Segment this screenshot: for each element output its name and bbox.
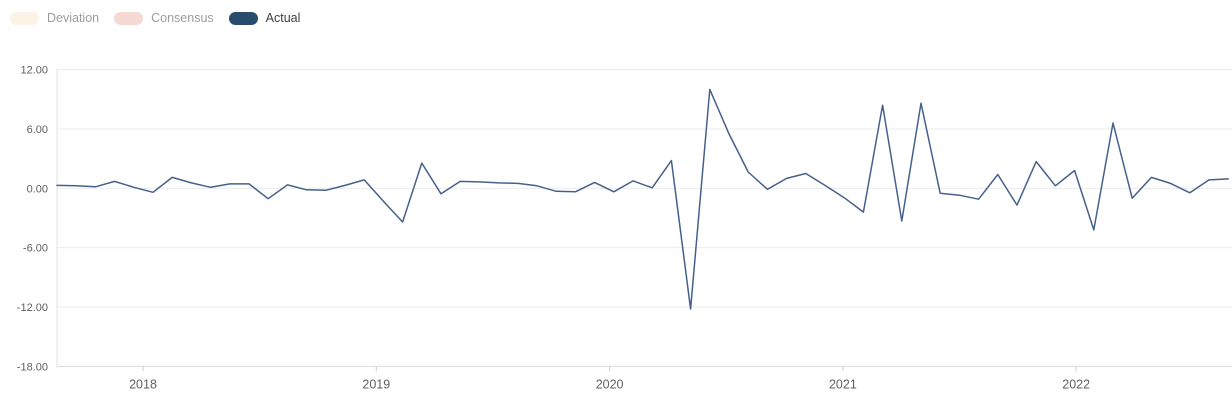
x-tick-label: 2020 [596, 377, 624, 391]
y-tick-label: 0.00 [27, 183, 48, 195]
y-tick-label: 12.00 [20, 65, 48, 77]
legend-item-deviation[interactable]: Deviation [10, 11, 99, 26]
x-tick-label: 2019 [362, 377, 390, 391]
y-tick-label: -12.00 [17, 302, 48, 314]
x-axis-labels: 2018 2019 2020 2021 2022 [129, 377, 1090, 391]
legend-item-consensus[interactable]: Consensus [114, 11, 214, 26]
x-tick-label: 2018 [129, 377, 157, 391]
y-tick-label: 6.00 [27, 124, 48, 136]
y-tick-label: -6.00 [23, 243, 48, 255]
legend-swatch-consensus [114, 12, 144, 25]
axes [56, 69, 1077, 372]
legend-label-deviation: Deviation [47, 11, 100, 25]
gridlines [57, 69, 1232, 367]
legend-item-actual[interactable]: Actual [228, 11, 301, 26]
legend-label-actual: Actual [265, 11, 301, 25]
actual-series-line [56, 88, 1229, 310]
legend-swatch-deviation [10, 12, 39, 25]
chart-legend: Deviation Consensus Actual [10, 11, 300, 26]
x-tick-label: 2021 [829, 377, 857, 391]
legend-swatch-actual [228, 12, 258, 25]
x-tick-label: 2022 [1062, 377, 1090, 391]
y-tick-label: -18.00 [17, 361, 48, 373]
y-axis-labels: 12.00 6.00 0.00 -6.00 -12.00 -18.00 [17, 65, 48, 374]
legend-label-consensus: Consensus [151, 11, 214, 25]
